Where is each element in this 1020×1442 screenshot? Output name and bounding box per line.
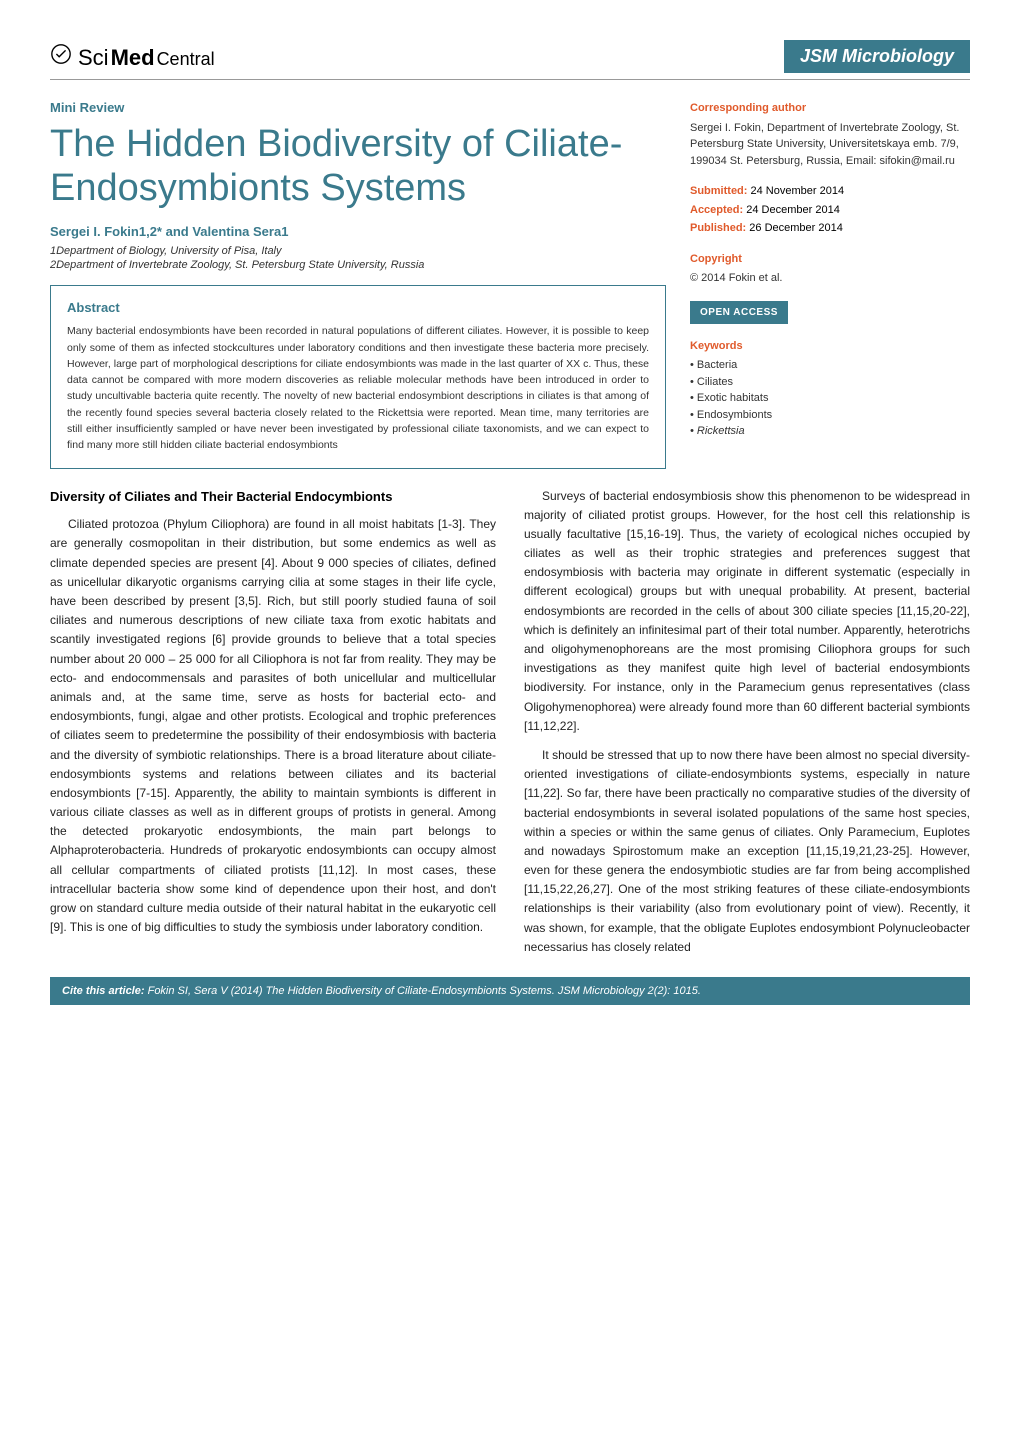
logo-text-sci: Sci bbox=[78, 45, 109, 71]
copyright-block: Copyright © 2014 Fokin et al. bbox=[690, 251, 970, 287]
copyright-text: © 2014 Fokin et al. bbox=[690, 270, 970, 287]
open-access-badge: OPEN ACCESS bbox=[690, 301, 788, 324]
keyword-item: Exotic habitats bbox=[690, 390, 970, 407]
keywords-heading: Keywords bbox=[690, 338, 970, 355]
abstract-heading: Abstract bbox=[67, 300, 649, 315]
affiliation-2: 2Department of Invertebrate Zoology, St.… bbox=[50, 259, 666, 271]
article-meta-column: Mini Review The Hidden Biodiversity of C… bbox=[50, 100, 666, 469]
keyword-item: Rickettsia bbox=[690, 423, 970, 440]
article-body: Diversity of Ciliates and Their Bacteria… bbox=[50, 487, 970, 958]
header-bar: Sci Med Central JSM Microbiology bbox=[50, 40, 970, 80]
section-heading: Diversity of Ciliates and Their Bacteria… bbox=[50, 487, 496, 508]
accepted-value: 24 December 2014 bbox=[746, 204, 840, 216]
keyword-item: Endosymbionts bbox=[690, 407, 970, 424]
keywords-list: Bacteria Ciliates Exotic habitats Endosy… bbox=[690, 357, 970, 440]
corresponding-heading: Corresponding author bbox=[690, 100, 970, 117]
body-paragraph: It should be stressed that up to now the… bbox=[524, 746, 970, 957]
submitted-line: Submitted: 24 November 2014 bbox=[690, 183, 970, 200]
corresponding-text: Sergei I. Fokin, Department of Invertebr… bbox=[690, 120, 970, 170]
cite-label: Cite this article: bbox=[62, 985, 145, 997]
keyword-item: Bacteria bbox=[690, 357, 970, 374]
logo-text-med: Med bbox=[111, 45, 155, 71]
logo-text-central: Central bbox=[157, 49, 215, 70]
published-line: Published: 26 December 2014 bbox=[690, 220, 970, 237]
keyword-item: Ciliates bbox=[690, 374, 970, 391]
body-paragraph: Surveys of bacterial endosymbiosis show … bbox=[524, 487, 970, 736]
publisher-logo: Sci Med Central bbox=[50, 43, 215, 71]
body-paragraph: Ciliated protozoa (Phylum Ciliophora) ar… bbox=[50, 515, 496, 937]
open-access-block: OPEN ACCESS bbox=[690, 301, 970, 324]
authors: Sergei I. Fokin1,2* and Valentina Sera1 bbox=[50, 224, 666, 239]
cite-text: Fokin SI, Sera V (2014) The Hidden Biodi… bbox=[148, 985, 701, 997]
globe-check-icon bbox=[50, 43, 72, 65]
submitted-label: Submitted: bbox=[690, 185, 747, 197]
keywords-block: Keywords Bacteria Ciliates Exotic habita… bbox=[690, 338, 970, 440]
published-value: 26 December 2014 bbox=[749, 222, 843, 234]
journal-name: JSM Microbiology bbox=[784, 40, 970, 73]
abstract-box: Abstract Many bacterial endosymbionts ha… bbox=[50, 285, 666, 468]
citation-bar: Cite this article: Fokin SI, Sera V (201… bbox=[50, 977, 970, 1005]
affiliation-1: 1Department of Biology, University of Pi… bbox=[50, 245, 666, 257]
copyright-heading: Copyright bbox=[690, 251, 970, 268]
submitted-value: 24 November 2014 bbox=[751, 185, 845, 197]
corresponding-author-block: Corresponding author Sergei I. Fokin, De… bbox=[690, 100, 970, 169]
published-label: Published: bbox=[690, 222, 746, 234]
article-title: The Hidden Biodiversity of Ciliate-Endos… bbox=[50, 123, 666, 210]
article-type: Mini Review bbox=[50, 100, 666, 115]
accepted-line: Accepted: 24 December 2014 bbox=[690, 202, 970, 219]
dates-block: Submitted: 24 November 2014 Accepted: 24… bbox=[690, 183, 970, 237]
accepted-label: Accepted: bbox=[690, 204, 743, 216]
abstract-text: Many bacterial endosymbionts have been r… bbox=[67, 323, 649, 453]
sidebar: Corresponding author Sergei I. Fokin, De… bbox=[690, 100, 970, 469]
